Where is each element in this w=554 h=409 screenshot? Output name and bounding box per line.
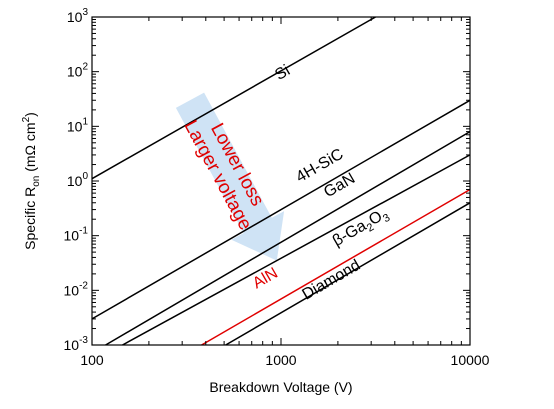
x-tick-label: 1000	[265, 352, 296, 368]
series-line-1	[91, 99, 471, 320]
series-line-3	[122, 154, 471, 346]
y-tick-exponent: -2	[79, 280, 88, 291]
y-title-end: )	[22, 112, 38, 117]
y-tick-label: 10-3	[64, 335, 89, 353]
series-label: GaN	[321, 170, 358, 201]
y-tick-exponent: -3	[79, 335, 88, 346]
y-tick-base: 10	[64, 228, 80, 244]
y-tick-exponent: -1	[79, 226, 88, 237]
series-line-2	[105, 130, 471, 346]
y-tick-base: 10	[64, 282, 80, 298]
y-tick-label: 100	[67, 171, 89, 189]
series-label-ga2o3: β-Ga2O3	[330, 205, 392, 253]
y-tick-base: 10	[67, 9, 83, 25]
y-tick-base: 10	[67, 64, 83, 80]
y-tick-base: 10	[64, 337, 80, 353]
x-tick-label: 100	[80, 352, 104, 368]
annotation-layer	[175, 92, 285, 261]
y-tick-exponent: 1	[82, 116, 88, 127]
series-line-0	[91, 16, 376, 180]
x-tick-label: 10000	[451, 352, 490, 368]
series-layer	[91, 16, 471, 346]
y-tick-label: 101	[67, 116, 89, 134]
ga2o3-sub: 2	[365, 221, 376, 234]
annotation-arrow	[175, 92, 285, 261]
ga2o3-prefix: β-Ga	[330, 217, 370, 250]
y-title-sup: 2	[21, 116, 32, 122]
y-tick-label: 102	[67, 62, 89, 80]
y-title-unit: (mΩ cm	[22, 122, 38, 175]
x-axis-title: Breakdown Voltage (V)	[209, 379, 352, 395]
y-tick-base: 10	[67, 118, 83, 134]
series-label: AlN	[250, 265, 281, 293]
series-line-5	[225, 202, 471, 346]
y-title-sub: on	[31, 176, 42, 187]
series-label: Diamond	[299, 257, 363, 304]
y-tick-base: 10	[67, 173, 83, 189]
y-tick-exponent: 0	[82, 171, 88, 182]
y-axis-title: Specific Ron (mΩ cm2)	[21, 112, 42, 250]
y-tick-exponent: 3	[82, 7, 88, 18]
ga2o3-sub: 3	[381, 212, 392, 225]
y-tick-label: 103	[67, 7, 89, 25]
y-title-prefix: Specific R	[22, 187, 38, 250]
y-tick-label: 10-1	[64, 226, 89, 244]
series-line-4	[201, 188, 471, 346]
y-tick-label: 10-2	[64, 280, 89, 298]
y-tick-exponent: 2	[82, 62, 88, 73]
